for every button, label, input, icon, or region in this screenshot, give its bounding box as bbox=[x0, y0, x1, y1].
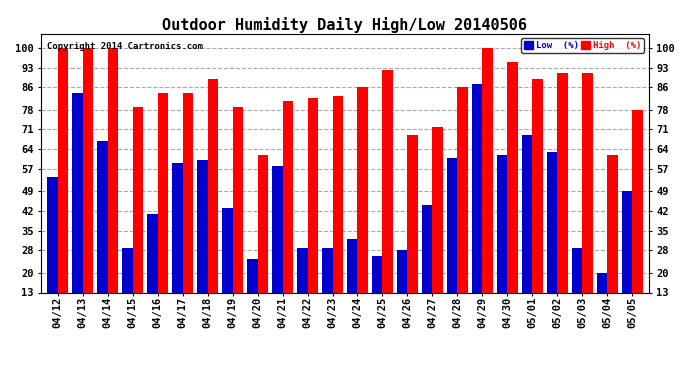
Bar bbox=[547, 152, 558, 292]
Bar bbox=[572, 248, 582, 292]
Bar bbox=[208, 79, 218, 292]
Bar bbox=[582, 73, 593, 292]
Bar bbox=[522, 135, 533, 292]
Bar bbox=[297, 248, 308, 292]
Bar bbox=[308, 99, 318, 292]
Bar bbox=[272, 166, 282, 292]
Bar bbox=[132, 107, 143, 292]
Bar bbox=[58, 48, 68, 292]
Bar bbox=[122, 248, 132, 292]
Bar bbox=[233, 107, 243, 292]
Bar bbox=[447, 158, 457, 292]
Bar bbox=[622, 191, 632, 292]
Bar bbox=[408, 135, 418, 292]
Bar bbox=[247, 259, 257, 292]
Bar bbox=[333, 96, 343, 292]
Bar bbox=[558, 73, 568, 292]
Bar bbox=[147, 214, 157, 292]
Bar bbox=[282, 101, 293, 292]
Bar bbox=[357, 87, 368, 292]
Bar bbox=[607, 154, 618, 292]
Bar bbox=[183, 93, 193, 292]
Bar bbox=[482, 48, 493, 292]
Bar bbox=[347, 239, 357, 292]
Bar bbox=[422, 206, 433, 292]
Bar bbox=[533, 79, 543, 292]
Bar bbox=[97, 141, 108, 292]
Bar bbox=[497, 154, 507, 292]
Bar bbox=[507, 62, 518, 292]
Bar bbox=[72, 93, 83, 292]
Bar bbox=[108, 48, 118, 292]
Bar bbox=[372, 256, 382, 292]
Bar bbox=[472, 84, 482, 292]
Title: Outdoor Humidity Daily High/Low 20140506: Outdoor Humidity Daily High/Low 20140506 bbox=[163, 16, 527, 33]
Bar bbox=[257, 154, 268, 292]
Bar bbox=[457, 87, 468, 292]
Bar bbox=[322, 248, 333, 292]
Bar bbox=[397, 251, 408, 292]
Bar bbox=[382, 70, 393, 292]
Bar bbox=[197, 160, 208, 292]
Bar bbox=[597, 273, 607, 292]
Text: Copyright 2014 Cartronics.com: Copyright 2014 Cartronics.com bbox=[48, 42, 204, 51]
Bar bbox=[172, 163, 183, 292]
Bar bbox=[632, 110, 643, 292]
Bar bbox=[433, 127, 443, 292]
Legend: Low  (%), High  (%): Low (%), High (%) bbox=[521, 38, 644, 53]
Bar bbox=[83, 48, 93, 292]
Bar bbox=[47, 177, 58, 292]
Bar bbox=[222, 208, 233, 292]
Bar bbox=[157, 93, 168, 292]
